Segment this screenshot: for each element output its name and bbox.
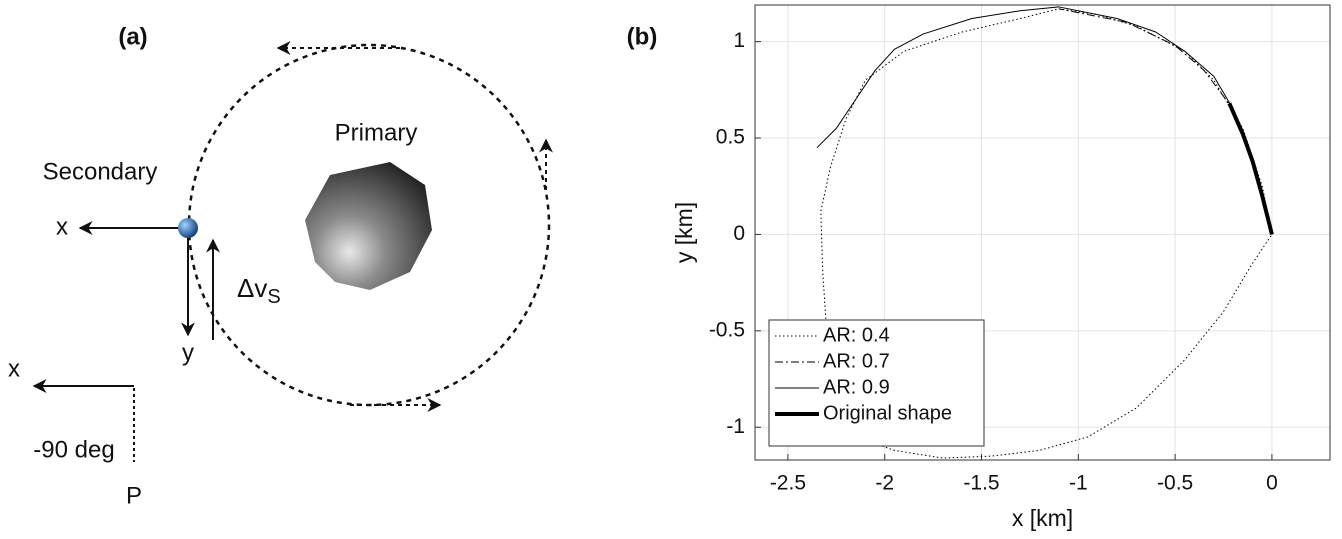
axis-label: x: [56, 213, 68, 240]
y-tick-label: -0.5: [709, 318, 745, 341]
x-axis-label: x [km]: [1012, 505, 1073, 531]
legend-label: AR: 0.7: [823, 350, 890, 372]
x-tick-label: -1.5: [963, 472, 999, 495]
plot-frame: [754, 4, 1331, 461]
secondary-label: Secondary: [43, 158, 158, 185]
panel-b: (b) -2.5 -2 -1.5 -1 -0.5 0 -1 -0.5 0 0.5 1 x [km] y …: [627, 4, 1331, 531]
frame-label: x: [8, 355, 20, 382]
x-tick-label: -2: [875, 472, 894, 495]
origin-label: P: [126, 482, 142, 509]
legend-label: AR: 0.9: [823, 376, 890, 398]
series-line: [816, 6, 1273, 235]
y-tick-label: -1: [726, 415, 745, 438]
series-line: [1227, 102, 1274, 235]
delta-v-subscript: S: [267, 286, 280, 308]
legend-label: AR: 0.4: [823, 324, 890, 346]
y-axis-label: y [km]: [671, 202, 697, 263]
x-tick-label: 0: [1266, 472, 1278, 495]
primary-body: [305, 162, 432, 290]
axis-label: y: [182, 339, 194, 366]
x-tick-label: -2.5: [770, 472, 806, 495]
y-tick-label: 1: [733, 29, 745, 52]
x-tick-label: -1: [1069, 472, 1088, 495]
angle-label: -90 deg: [33, 436, 114, 463]
delta-v-label: ΔvS: [237, 273, 281, 308]
panel-label: (a): [118, 23, 147, 50]
legend-label: Original shape: [823, 402, 952, 424]
y-tick-label: 0.5: [716, 126, 745, 149]
panel-a: (a) Primary Secondary x y ΔvS x -90 deg …: [8, 23, 553, 509]
delta-v: Δv: [237, 273, 267, 303]
primary-label: Primary: [335, 119, 418, 146]
y-tick-label: 0: [733, 222, 745, 245]
panel-label: (b): [627, 23, 658, 50]
secondary-body: [178, 218, 198, 238]
legend-box: [768, 319, 985, 447]
x-tick-label: -0.5: [1157, 472, 1193, 495]
